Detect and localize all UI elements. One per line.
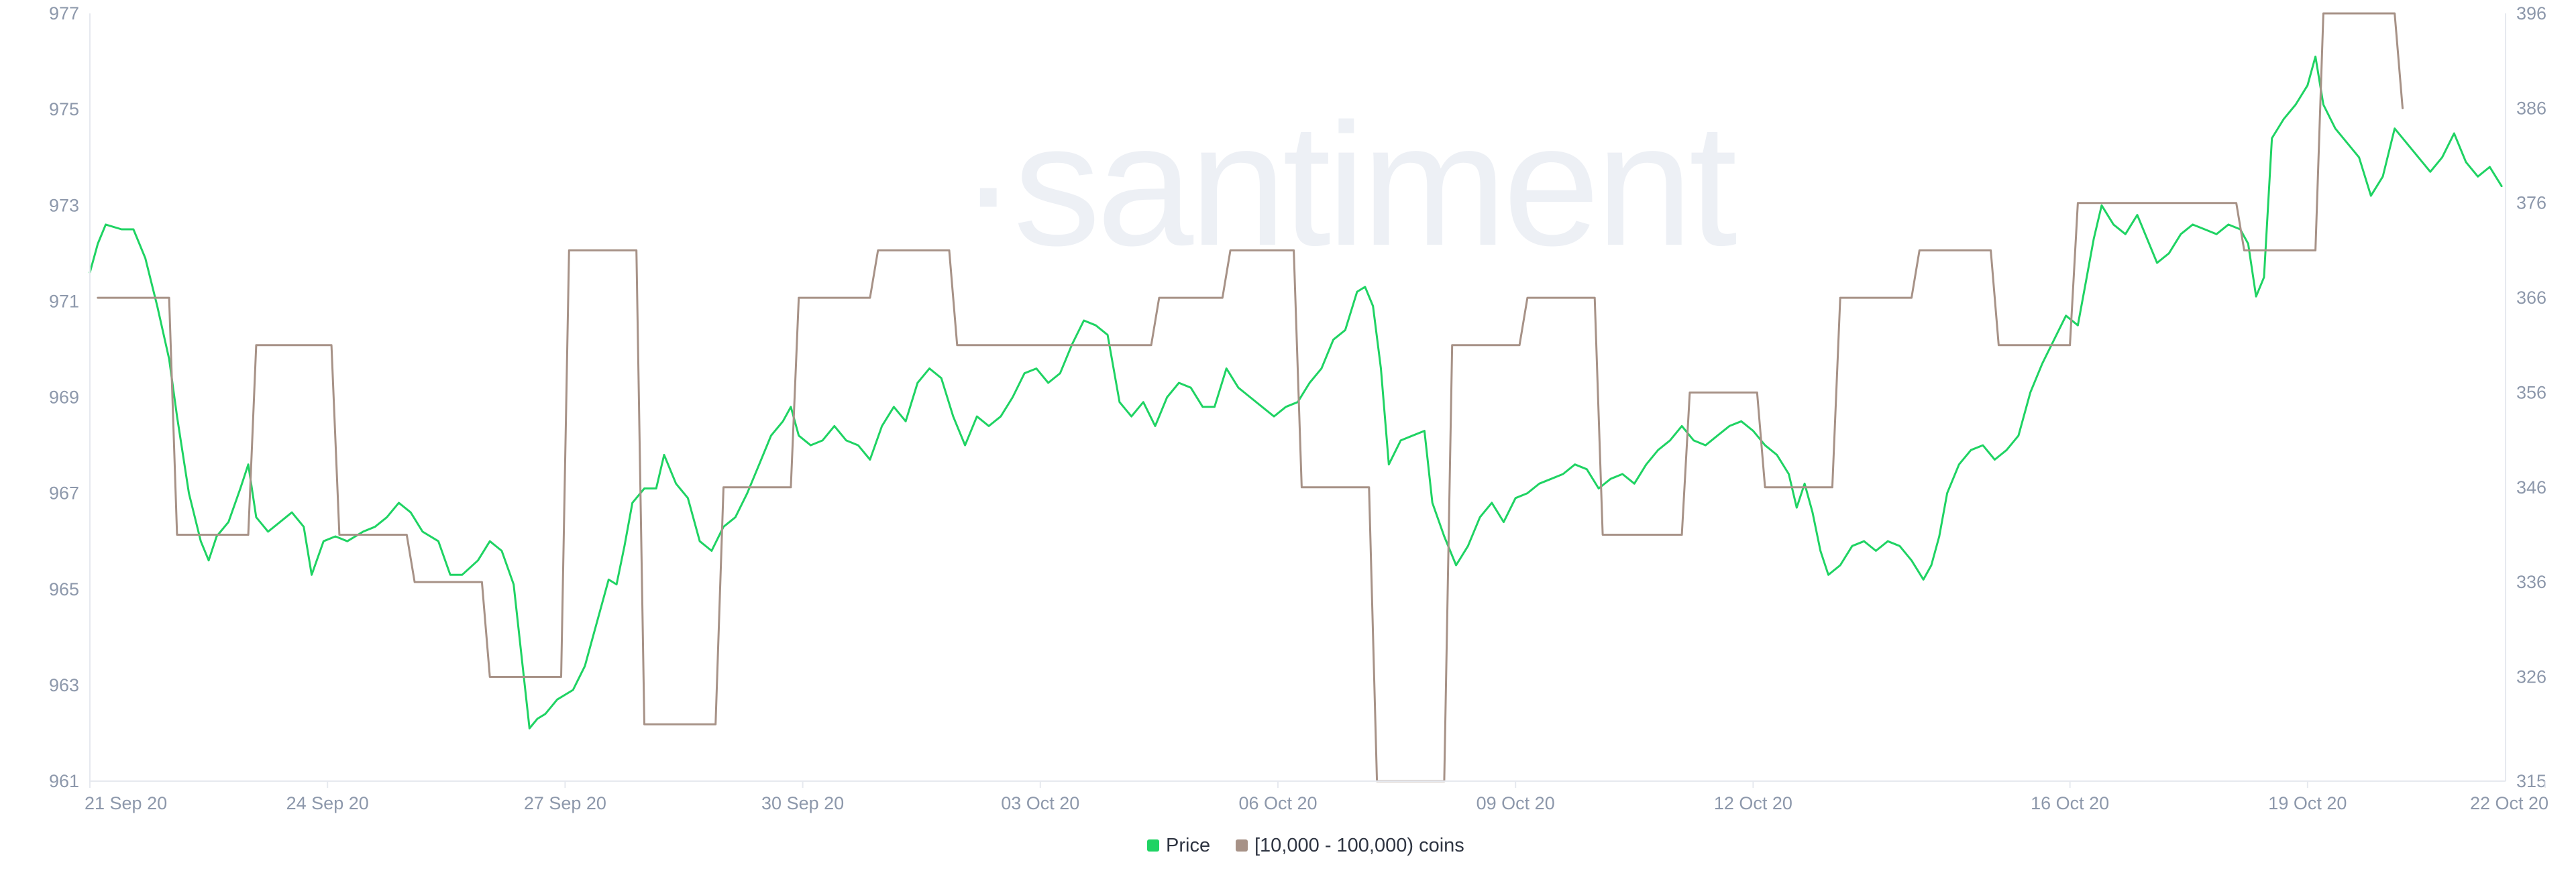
legend-item-price[interactable]: Price: [1147, 835, 1210, 856]
series-line-price: [89, 55, 2503, 730]
x-tick-label: 16 Oct 20: [2031, 793, 2109, 813]
right-y-tick-label: 326: [2516, 667, 2546, 687]
left-y-tick-label: 977: [49, 3, 79, 23]
x-tick-label: 06 Oct 20: [1238, 793, 1317, 813]
x-axis: 21 Sep 20 24 Sep 20 27 Sep 20 30 Sep 20 03 O…: [85, 780, 2548, 813]
x-tick-label: 09 Oct 20: [1477, 793, 1555, 813]
legend-swatch: [1236, 839, 1248, 852]
right-y-tick-label: 336: [2516, 572, 2546, 592]
left-y-tick-label: 961: [49, 771, 79, 791]
left-y-tick-label: 973: [49, 195, 79, 215]
right-y-tick-label: 315: [2516, 771, 2546, 791]
right-y-tick-label: 376: [2516, 193, 2546, 213]
legend-label: [10,000 - 100,000) coins: [1254, 835, 1464, 856]
legend-swatch: [1147, 839, 1159, 852]
left-y-tick-label: 975: [49, 99, 79, 119]
x-tick-label: 24 Sep 20: [286, 793, 369, 813]
left-y-tick-label: 963: [49, 675, 79, 695]
legend-label: Price: [1166, 835, 1210, 856]
left-y-tick-label: 967: [49, 483, 79, 504]
plot-area: [89, 12, 2503, 782]
right-y-tick-label: 386: [2516, 98, 2546, 118]
x-tick-label: 03 Oct 20: [1001, 793, 1079, 813]
left-y-axis: 977 975 973 971 969 967 965 963 961: [49, 3, 91, 791]
left-y-tick-label: 971: [49, 291, 79, 311]
right-y-tick-label: 356: [2516, 382, 2546, 402]
x-tick-label: 30 Sep 20: [761, 793, 844, 813]
left-y-tick-label: 965: [49, 579, 79, 599]
right-y-axis: 396 386 376 366 356 346 336 326 315: [2505, 3, 2546, 791]
x-tick-label: 19 Oct 20: [2268, 793, 2347, 813]
right-y-tick-label: 346: [2516, 477, 2546, 498]
x-tick-label: 12 Oct 20: [1714, 793, 1792, 813]
x-tick-label: 21 Sep 20: [85, 793, 167, 813]
right-y-tick-label: 396: [2516, 3, 2546, 23]
legend-item-holders[interactable]: [10,000 - 100,000) coins: [1236, 835, 1464, 856]
left-y-tick-label: 969: [49, 388, 79, 408]
right-y-tick-label: 366: [2516, 288, 2546, 308]
x-tick-label: 27 Sep 20: [524, 793, 606, 813]
series-line-holders: [97, 12, 2404, 782]
x-tick-label: 22 Oct 20: [2470, 793, 2548, 813]
legend[interactable]: Price [10,000 - 100,000) coins: [1147, 835, 1464, 856]
watermark-text: ·santiment: [959, 88, 1738, 282]
